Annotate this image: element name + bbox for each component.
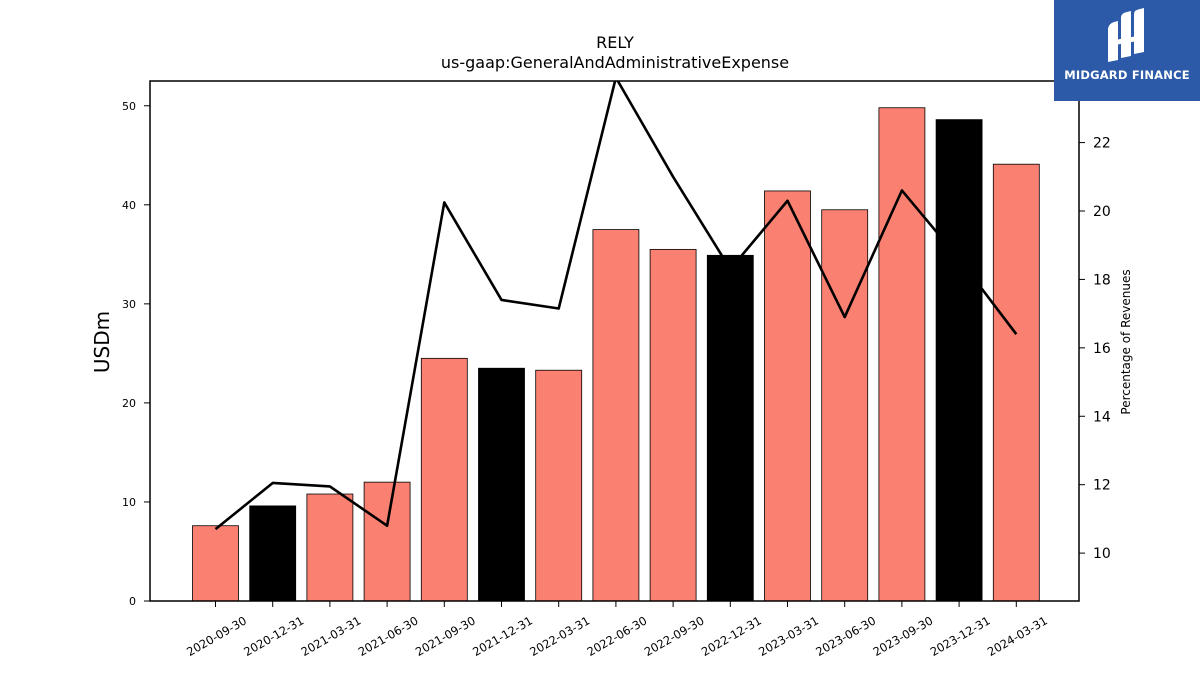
x-tick-label: 2022-12-31	[699, 613, 764, 659]
y-axis-right: 10 12 14 16 18 20 22	[1079, 136, 1111, 562]
x-tick-label: 2022-09-30	[642, 613, 707, 659]
line-group	[214, 81, 1018, 531]
x-tick-label: 2021-06-30	[356, 613, 421, 659]
bar-2021-06-30	[363, 481, 411, 602]
y-tick-label: 50	[122, 100, 136, 113]
bar-2023-09-30	[878, 107, 926, 602]
x-tick-label: 2020-12-31	[241, 613, 306, 659]
y-tick-label: 40	[122, 199, 136, 212]
x-tick-label: 2021-09-30	[413, 613, 478, 659]
midgard-logo-icon	[1108, 8, 1144, 62]
bar-2022-09-30	[649, 248, 697, 602]
bar-2024-03-31	[992, 163, 1040, 602]
logo-text: MIDGARD FINANCE	[1064, 68, 1190, 82]
x-tick-label: 2023-06-30	[813, 613, 878, 659]
bar-2021-09-30	[420, 357, 468, 602]
y-tick-label: 20	[122, 397, 136, 410]
midgard-finance-logo: MIDGARD FINANCE	[1054, 0, 1200, 101]
chart-subtitle: us-gaap:GeneralAndAdministrativeExpense	[441, 53, 789, 72]
y2-tick-label: 16	[1093, 341, 1111, 357]
x-tick-label: 2023-12-31	[928, 613, 993, 659]
plot-frame	[149, 80, 1080, 602]
x-axis: 2020-09-302020-12-312021-03-312021-06-30…	[184, 601, 1050, 659]
x-tick-label: 2020-09-30	[184, 613, 249, 659]
bar-2021-03-31	[306, 493, 354, 602]
y-tick-label: 30	[122, 298, 136, 311]
bar-2023-06-30	[821, 209, 869, 602]
x-tick-label: 2023-03-31	[756, 613, 821, 659]
chart-title: RELY	[596, 33, 634, 52]
bar-2020-09-30	[192, 525, 239, 602]
y2-tick-label: 14	[1093, 409, 1111, 425]
bar-2022-03-31	[535, 369, 583, 602]
y-axis-left: 0 10 20 30 40 50	[122, 100, 150, 608]
bar-2020-12-31	[249, 505, 297, 602]
bar-2021-12-31	[478, 367, 525, 602]
bar-2022-12-31	[706, 254, 754, 602]
y-tick-label: 10	[122, 496, 136, 509]
percentage-line	[214, 81, 1018, 531]
bar-2022-06-30	[592, 229, 640, 602]
y2-tick-label: 10	[1093, 546, 1111, 562]
x-tick-label: 2022-03-31	[527, 613, 592, 659]
bar-2023-12-31	[935, 119, 983, 602]
x-tick-label: 2021-03-31	[299, 613, 364, 659]
bar-2023-03-31	[764, 190, 811, 602]
x-tick-label: 2021-12-31	[470, 613, 535, 659]
y2-tick-label: 22	[1093, 136, 1111, 152]
bars-group	[192, 107, 1040, 602]
y2-tick-label: 12	[1093, 478, 1111, 494]
y2-tick-label: 18	[1093, 272, 1111, 288]
y2-tick-label: 20	[1093, 204, 1111, 220]
y-tick-label: 0	[129, 595, 136, 608]
x-tick-label: 2024-03-31	[985, 613, 1050, 659]
y-axis-label: USDm	[90, 311, 114, 373]
y2-axis-label: Percentage of Revenues	[1119, 269, 1133, 414]
x-tick-label: 2023-09-30	[871, 613, 936, 659]
x-tick-label: 2022-06-30	[585, 613, 650, 659]
